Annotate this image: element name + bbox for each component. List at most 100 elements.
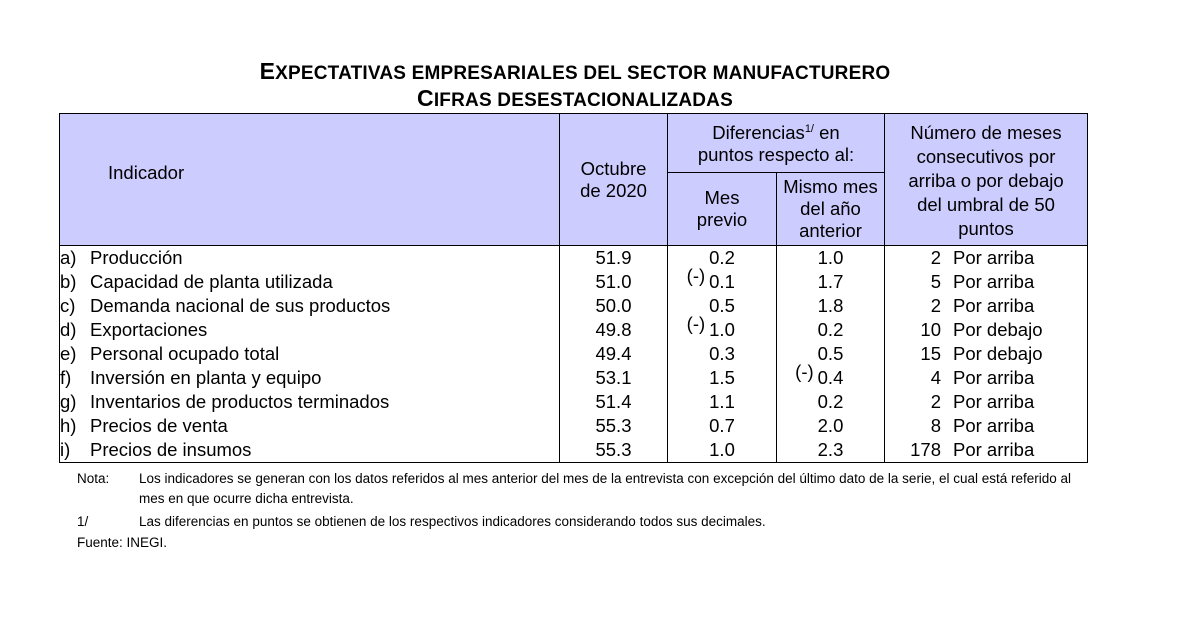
value-mes-previo: 0.3 <box>709 343 735 364</box>
direction: Por arriba <box>953 367 1035 388</box>
cell-indicador: b) Capacidad de planta utilizada <box>59 270 560 294</box>
row-name: Precios de venta <box>90 415 228 436</box>
document-subtitle: CIFRAS DESESTACIONALIZADAS <box>0 85 1150 112</box>
month-count: 8 <box>930 415 941 436</box>
cell-mismo-mes: 1.7 <box>776 270 885 294</box>
header-numero-meses: Número de meses consecutivos por arriba … <box>884 113 1088 246</box>
row-letter: f) <box>60 367 72 388</box>
cell-mismo-mes: 2.3 <box>776 438 885 463</box>
month-count: 178 <box>910 439 941 460</box>
source-label: Fuente: <box>77 535 123 550</box>
cell-numero-meses: 10 Por debajo <box>884 318 1088 342</box>
cell-mes-previo: 0.1 <box>667 270 777 294</box>
cell-mismo-mes: 0.2 <box>776 390 885 414</box>
source-text: INEGI. <box>126 535 168 550</box>
row-letter: e) <box>60 343 77 364</box>
footnote-label: 1/ <box>77 514 89 529</box>
cell-mes-previo: 1.1 <box>667 390 777 414</box>
value-mismo-mes: 2.0 <box>817 415 844 436</box>
header-mes-previo: Mes previo <box>667 172 777 246</box>
table-row: c) Demanda nacional de sus productos 50.0(… <box>59 294 1088 334</box>
row-name: Exportaciones <box>90 319 208 340</box>
cell-indicador: c) Demanda nacional de sus productos <box>59 294 560 318</box>
value-mismo-mes: 0.2 <box>817 319 844 340</box>
row-letter: h) <box>60 415 77 436</box>
cell-mismo-mes: 1.0 <box>776 245 885 270</box>
subtitle-initial: C <box>417 85 434 111</box>
cell-indicador: d) Exportaciones <box>59 318 560 342</box>
table-body: a) Producción 51.9 (-) 0.2 1.0 2 Por arriba b) Ca… <box>59 245 1088 463</box>
value-mismo-mes: 0.5 <box>817 343 844 364</box>
note-label: Nota: <box>77 471 110 486</box>
cell-octubre: 50.0 <box>559 294 668 318</box>
value-mes-previo: 1.1 <box>709 391 735 412</box>
footnote-block: 1/Las diferencias en puntos se obtienen … <box>77 512 766 532</box>
value-mismo-mes: 1.7 <box>817 271 844 292</box>
header-mismo-mes: Mismo mes del año anterior <box>776 172 885 246</box>
cell-indicador: a) Producción <box>59 245 560 270</box>
direction: Por arriba <box>953 247 1035 268</box>
cell-indicador: f) Inversión en planta y equipo <box>59 366 560 390</box>
cell-indicador: h) Precios de venta <box>59 414 560 438</box>
row-letter: a) <box>60 247 77 268</box>
cell-numero-meses: 8 Por arriba <box>884 414 1088 438</box>
value-mes-previo: 1.0 <box>709 319 735 340</box>
note-text: Los indicadores se generan con los datos… <box>139 471 1072 506</box>
note-block: Nota: Los indicadores se generan con los… <box>77 469 1087 506</box>
table-row: a) Producción 51.9 (-) 0.2 1.0 2 Por arriba <box>59 245 1088 286</box>
cell-mismo-mes: 0.2 <box>776 318 885 342</box>
indicators-table: Indicador Octubre de 2020 Diferencias1/ … <box>59 113 1088 463</box>
row-name: Capacidad de planta utilizada <box>90 271 333 292</box>
month-count: 2 <box>930 247 941 268</box>
cell-octubre: 51.4 <box>559 390 668 414</box>
row-name: Personal ocupado total <box>90 343 280 364</box>
value-mes-previo: 0.5 <box>709 295 735 316</box>
direction: Por debajo <box>953 343 1043 364</box>
cell-indicador: e) Personal ocupado total <box>59 342 560 366</box>
cell-octubre: 55.3 <box>559 438 668 463</box>
value-mismo-mes: 0.4 <box>817 367 844 388</box>
source-block: Fuente: INEGI. <box>77 533 167 553</box>
month-count: 4 <box>930 367 941 388</box>
title-rest: XPECTATIVAS EMPRESARIALES DEL SECTOR MAN… <box>275 63 891 84</box>
month-count: 10 <box>920 319 941 340</box>
sign-mes-previo: (-) <box>686 313 706 334</box>
cell-mes-previo: 0.3 <box>667 342 777 366</box>
cell-numero-meses: 15 Por debajo <box>884 342 1088 366</box>
cell-indicador: i) Precios de insumos <box>59 438 560 463</box>
header-diferencias: Diferencias1/ en puntos respecto al: <box>667 113 885 173</box>
header-diferencias-rest: en puntos respecto al: <box>697 122 855 165</box>
direction: Por arriba <box>953 415 1035 436</box>
sign-mismo-mes: (-) <box>795 361 814 382</box>
row-name: Demanda nacional de sus productos <box>90 295 391 316</box>
cell-mes-previo: 1.5 <box>667 366 777 390</box>
value-mes-previo: 1.5 <box>709 367 735 388</box>
value-mes-previo: 0.2 <box>709 247 735 268</box>
table-row: g) Inventarios de productos terminados 51.… <box>59 390 1088 414</box>
header-diferencias-word: Diferencias <box>712 122 805 143</box>
direction: Por debajo <box>953 319 1043 340</box>
footnote-marker: 1/ <box>804 122 814 135</box>
cell-octubre: 51.9 <box>559 245 668 270</box>
table-row: f) Inversión en planta y equipo 53.1 1.5 0.4… <box>59 366 1088 390</box>
month-count: 5 <box>930 271 941 292</box>
table-row: d) Exportaciones 49.8 1.0 0.2 10 Por debajo <box>59 318 1088 342</box>
value-mes-previo: 0.1 <box>709 271 735 292</box>
table-row: i) Precios de insumos 55.3 1.0 2.3 178 Por arr… <box>59 438 1088 463</box>
cell-octubre: 49.4 <box>559 342 668 366</box>
cell-numero-meses: 2 Por arriba <box>884 390 1088 414</box>
month-count: 15 <box>920 343 941 364</box>
value-mismo-mes: 1.8 <box>817 295 844 316</box>
table-row: b) Capacidad de planta utilizada 51.0 0.1 1.… <box>59 270 1088 294</box>
cell-mes-previo: (-) 0.5 <box>667 294 777 334</box>
cell-mismo-mes: 0.4 <box>776 366 885 390</box>
month-count: 2 <box>930 295 941 316</box>
month-count: 2 <box>930 391 941 412</box>
direction: Por arriba <box>953 391 1035 412</box>
row-name: Producción <box>90 247 183 268</box>
row-letter: i) <box>60 439 71 460</box>
document-title: EXPECTATIVAS EMPRESARIALES DEL SECTOR MA… <box>0 58 1150 85</box>
cell-numero-meses: 178 Por arriba <box>884 438 1088 463</box>
cell-mes-previo: 0.7 <box>667 414 777 438</box>
row-letter: d) <box>60 319 77 340</box>
